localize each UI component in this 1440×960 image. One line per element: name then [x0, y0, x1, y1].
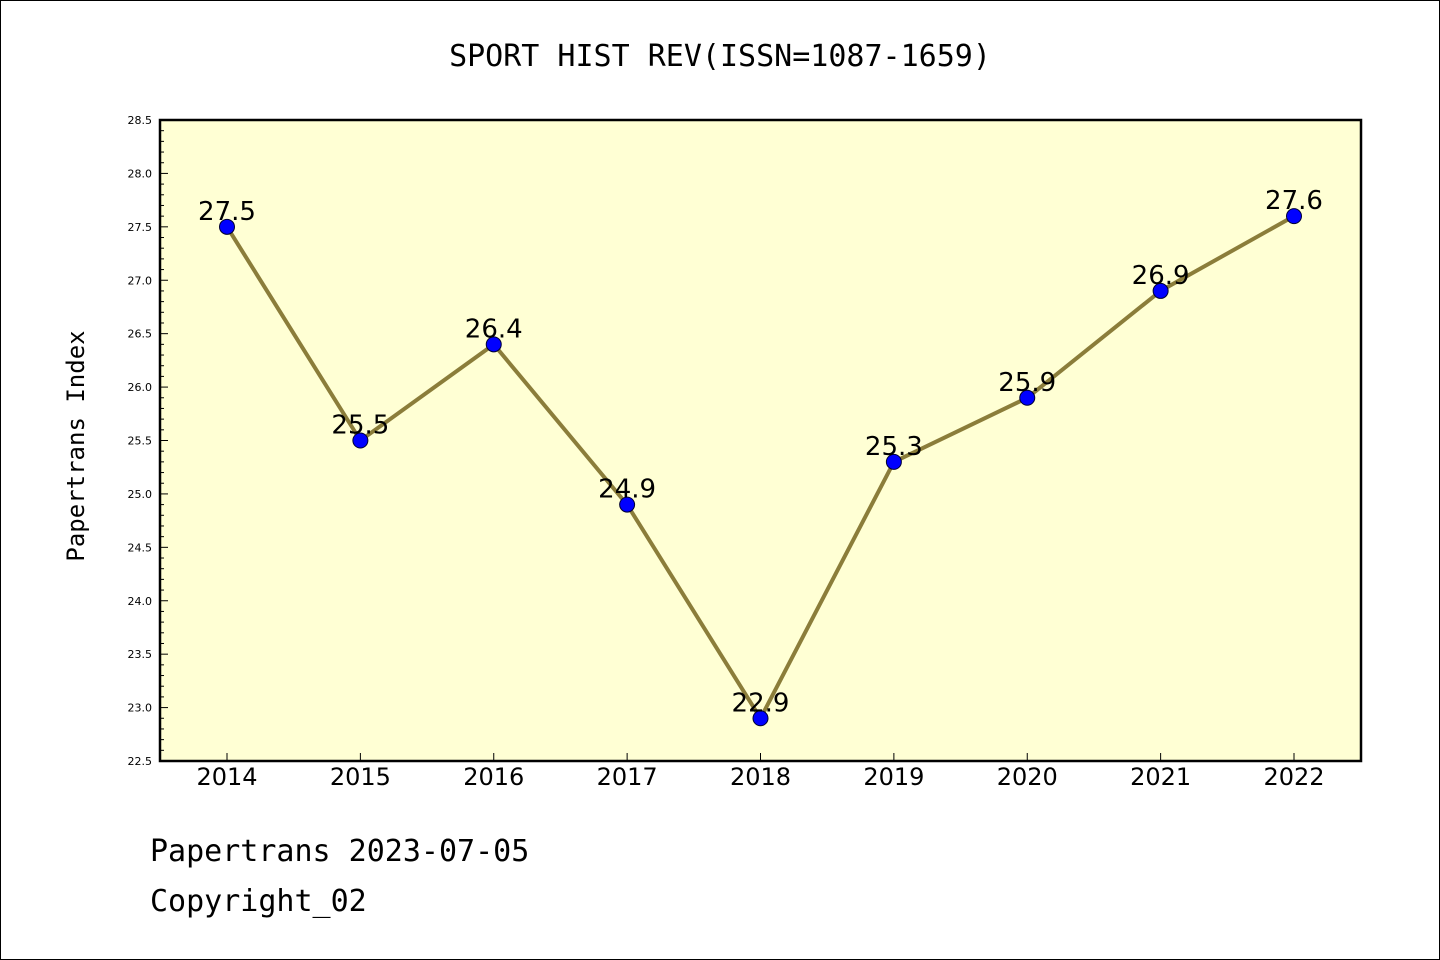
plot-border — [158, 118, 1363, 763]
y-axis: 22.5 23.0 23.5 24.0 24.5 25.0 25.5 26.0 26.5 27.0… — [128, 114, 168, 768]
data-label: 26.9 — [1132, 261, 1190, 291]
y-tick-label: 22.5 — [128, 755, 153, 768]
data-point — [885, 453, 902, 470]
y-tick-label: 25.5 — [128, 435, 153, 448]
y-tick-label: 27.5 — [128, 221, 153, 234]
data-point — [1152, 282, 1169, 299]
data-point — [1019, 389, 1036, 406]
footer-copyright: Copyright_02 — [150, 884, 367, 919]
x-tick-label: 2019 — [863, 763, 924, 791]
y-tick-label: 24.0 — [128, 595, 153, 608]
data-point — [352, 432, 369, 449]
data-point — [619, 496, 636, 513]
data-labels: 27.5 25.5 26.4 24.9 22.9 25.3 25.9 26.9 27.6 — [198, 186, 1323, 718]
x-axis: 2014 2015 2016 2017 2018 2019 2020 2021 2022 — [196, 753, 1325, 791]
x-tick-label: 2017 — [597, 763, 658, 791]
data-point — [1286, 208, 1302, 225]
data-label: 27.5 — [198, 197, 256, 227]
data-label: 27.6 — [1265, 186, 1323, 216]
y-tick-label: 28.0 — [128, 167, 153, 180]
y-tick-label: 28.5 — [128, 114, 153, 127]
data-point — [485, 336, 502, 353]
x-tick-label: 2018 — [730, 763, 791, 791]
footer-date: Papertrans 2023-07-05 — [150, 834, 530, 869]
data-label: 25.9 — [998, 368, 1056, 398]
y-tick-label: 27.0 — [128, 274, 153, 287]
chart-title: SPORT HIST REV(ISSN=1087-1659) — [449, 39, 991, 74]
x-tick-label: 2015 — [330, 763, 391, 791]
y-tick-label: 24.5 — [128, 541, 153, 554]
y-axis-label: Papertrans Index — [62, 330, 90, 561]
x-tick-label: 2020 — [997, 763, 1058, 791]
data-label: 26.4 — [465, 314, 523, 344]
y-tick-label: 23.5 — [128, 648, 153, 661]
series-markers — [219, 208, 1302, 727]
y-tick-label: 23.0 — [128, 702, 153, 715]
y-tick-label: 25.0 — [128, 488, 153, 501]
data-label: 25.5 — [331, 411, 389, 441]
plot-area — [160, 120, 1361, 761]
x-tick-label: 2022 — [1263, 763, 1324, 791]
data-label: 25.3 — [865, 432, 923, 462]
data-point — [752, 710, 769, 727]
x-tick-label: 2014 — [196, 763, 257, 791]
data-label: 24.9 — [598, 475, 656, 505]
y-tick-label: 26.0 — [128, 381, 153, 394]
x-tick-label: 2016 — [463, 763, 524, 791]
data-point — [219, 218, 235, 235]
y-tick-label: 26.5 — [128, 328, 153, 341]
x-tick-label: 2021 — [1130, 763, 1191, 791]
data-label: 22.9 — [732, 688, 790, 718]
